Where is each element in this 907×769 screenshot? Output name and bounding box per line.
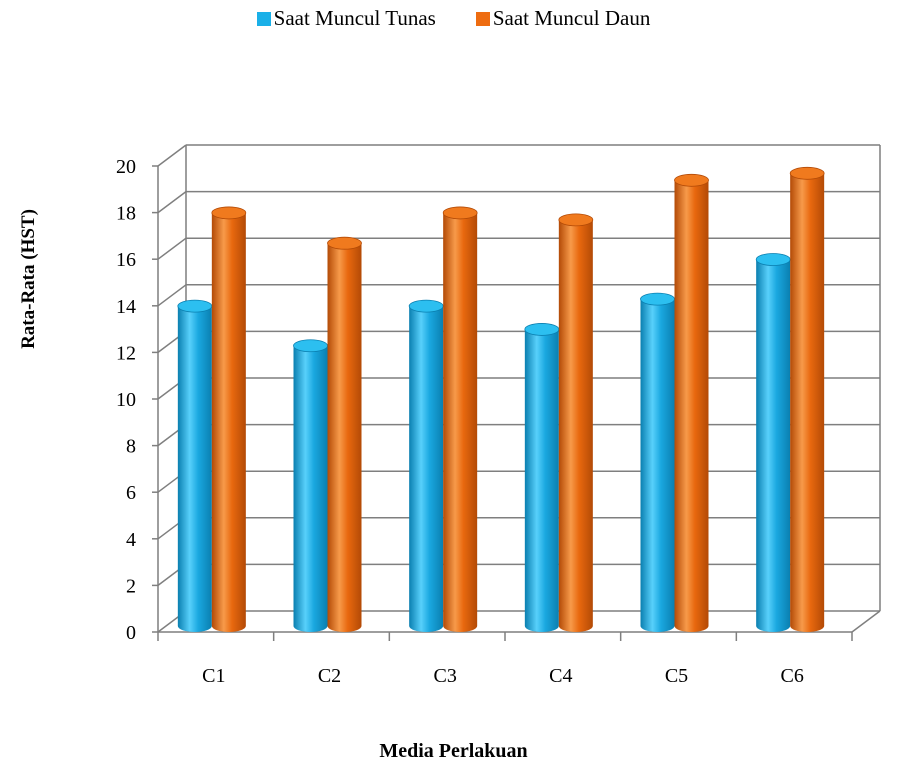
floor-right-edge xyxy=(851,610,881,633)
bar-top-daun xyxy=(789,166,825,180)
x-tick-label: C6 xyxy=(780,665,803,687)
y-tick-label: 6 xyxy=(126,482,136,504)
y-tick-label: 0 xyxy=(126,622,136,644)
y-tick-label: 10 xyxy=(116,389,136,411)
bar-top-daun xyxy=(674,173,709,187)
y-tick-label: 12 xyxy=(116,342,136,364)
gridline-diagonal xyxy=(157,284,187,307)
bar-top-daun xyxy=(558,213,594,227)
bar-top-tunas xyxy=(408,299,444,313)
bar-daun xyxy=(674,180,709,633)
bar-top-tunas xyxy=(177,299,213,313)
bar-tunas xyxy=(640,299,675,632)
bar-top-tunas xyxy=(293,339,328,353)
gridline-diagonal xyxy=(157,144,187,167)
x-tick-label: C4 xyxy=(549,665,572,687)
legend-item-tunas: Saat Muncul Tunas xyxy=(256,6,436,31)
y-tick-label: 14 xyxy=(116,296,136,318)
x-tick-label: C1 xyxy=(202,665,225,687)
bar-top-tunas xyxy=(640,292,675,306)
gridline-diagonal xyxy=(157,191,187,214)
legend-item-daun: Saat Muncul Daun xyxy=(475,6,651,31)
y-tick-label: 4 xyxy=(126,529,136,551)
y-tick-label: 2 xyxy=(126,575,136,597)
bar-tunas xyxy=(756,259,791,632)
bar-top-tunas xyxy=(755,253,791,266)
bar-tunas xyxy=(177,306,212,632)
y-tick-label: 20 xyxy=(116,156,136,178)
bar-daun xyxy=(443,212,478,633)
x-axis-title: Media Perlakuan xyxy=(379,740,528,762)
bar-top-daun xyxy=(211,206,247,220)
legend-label-tunas: Saat Muncul Tunas xyxy=(273,6,436,30)
x-tick-label: C3 xyxy=(433,665,456,687)
y-tick-label: 16 xyxy=(116,249,136,271)
bar-tunas xyxy=(293,345,328,632)
x-tick-label: C5 xyxy=(665,665,688,687)
bar-top-tunas xyxy=(524,323,560,336)
legend-swatch-daun xyxy=(475,11,490,26)
y-tick-label: 8 xyxy=(126,436,136,458)
gridline-diagonal xyxy=(157,237,187,260)
legend-label-daun: Saat Muncul Daun xyxy=(492,6,651,30)
bar-daun xyxy=(558,219,593,632)
legend-swatch-tunas xyxy=(256,11,271,26)
bar-top-daun xyxy=(327,236,362,250)
legend: Saat Muncul Tunas Saat Muncul Daun xyxy=(0,6,907,31)
bar-top-daun xyxy=(442,206,478,220)
y-tick-label: 18 xyxy=(116,203,136,225)
x-tick-label: C2 xyxy=(318,665,341,687)
bar-daun xyxy=(327,243,362,632)
bar-tunas xyxy=(524,329,559,632)
bar-daun xyxy=(211,212,246,633)
bar-daun xyxy=(790,173,825,632)
bar-tunas xyxy=(409,306,444,632)
